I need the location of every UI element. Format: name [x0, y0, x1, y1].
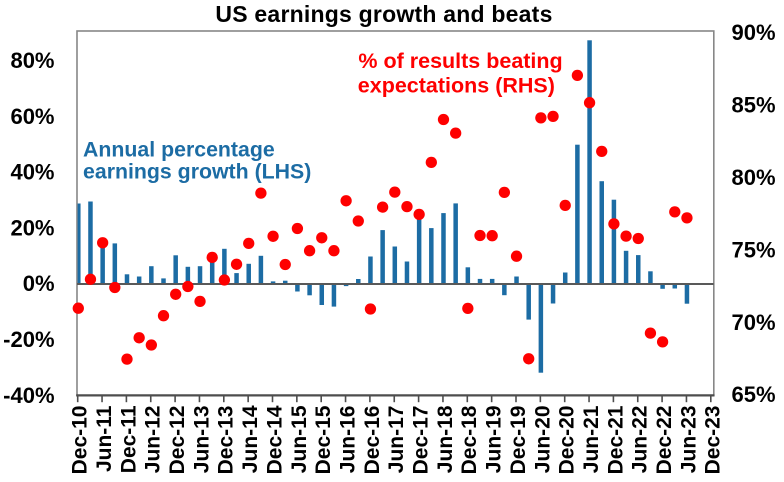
svg-text:expectations (RHS): expectations (RHS): [358, 73, 555, 97]
svg-text:90%: 90%: [732, 20, 776, 45]
svg-text:Dec-20: Dec-20: [556, 406, 579, 475]
svg-text:85%: 85%: [732, 93, 776, 118]
svg-text:20%: 20%: [10, 215, 54, 240]
svg-text:Jun-17: Jun-17: [385, 406, 408, 474]
svg-text:65%: 65%: [732, 382, 776, 407]
svg-text:Dec-12: Dec-12: [166, 406, 189, 475]
svg-text:earnings growth (LHS): earnings growth (LHS): [83, 160, 311, 184]
svg-text:Dec-14: Dec-14: [263, 405, 286, 474]
svg-text:60%: 60%: [10, 104, 54, 129]
svg-text:Dec-17: Dec-17: [410, 406, 433, 475]
svg-text:Jun-22: Jun-22: [629, 406, 652, 474]
svg-text:Jun-23: Jun-23: [677, 406, 700, 474]
svg-text:US earnings growth and beats: US earnings growth and beats: [215, 1, 552, 27]
svg-text:40%: 40%: [10, 160, 54, 185]
svg-text:Jun-19: Jun-19: [483, 406, 506, 474]
svg-text:Jun-11: Jun-11: [93, 405, 116, 472]
svg-text:Dec-11: Dec-11: [117, 405, 140, 473]
svg-text:Jun-20: Jun-20: [531, 406, 554, 474]
svg-text:75%: 75%: [732, 237, 776, 262]
svg-text:Annual percentage: Annual percentage: [83, 137, 275, 161]
svg-text:Jun-16: Jun-16: [336, 406, 359, 474]
svg-text:Jun-14: Jun-14: [239, 405, 262, 473]
svg-text:Dec-18: Dec-18: [458, 405, 481, 474]
svg-text:Dec-23: Dec-23: [702, 406, 725, 475]
svg-text:Dec-21: Dec-21: [604, 405, 627, 474]
svg-text:% of results beating: % of results beating: [358, 49, 562, 73]
svg-text:Dec-10: Dec-10: [69, 406, 92, 475]
svg-text:Dec-16: Dec-16: [361, 406, 384, 475]
svg-text:Dec-13: Dec-13: [215, 406, 238, 475]
svg-text:80%: 80%: [732, 165, 776, 190]
svg-text:80%: 80%: [10, 48, 54, 73]
svg-text:Jun-15: Jun-15: [288, 405, 311, 473]
svg-text:Jun-18: Jun-18: [434, 405, 457, 473]
svg-text:Jun-21: Jun-21: [580, 405, 603, 473]
svg-text:Jun-13: Jun-13: [190, 406, 213, 474]
svg-text:-40%: -40%: [3, 383, 54, 408]
svg-text:Jun-12: Jun-12: [142, 406, 165, 474]
svg-text:Dec-19: Dec-19: [507, 406, 530, 475]
svg-text:0%: 0%: [23, 271, 55, 296]
svg-text:70%: 70%: [732, 310, 776, 335]
svg-text:-20%: -20%: [3, 327, 54, 352]
svg-text:Dec-15: Dec-15: [312, 405, 335, 474]
svg-text:Dec-22: Dec-22: [653, 406, 676, 475]
